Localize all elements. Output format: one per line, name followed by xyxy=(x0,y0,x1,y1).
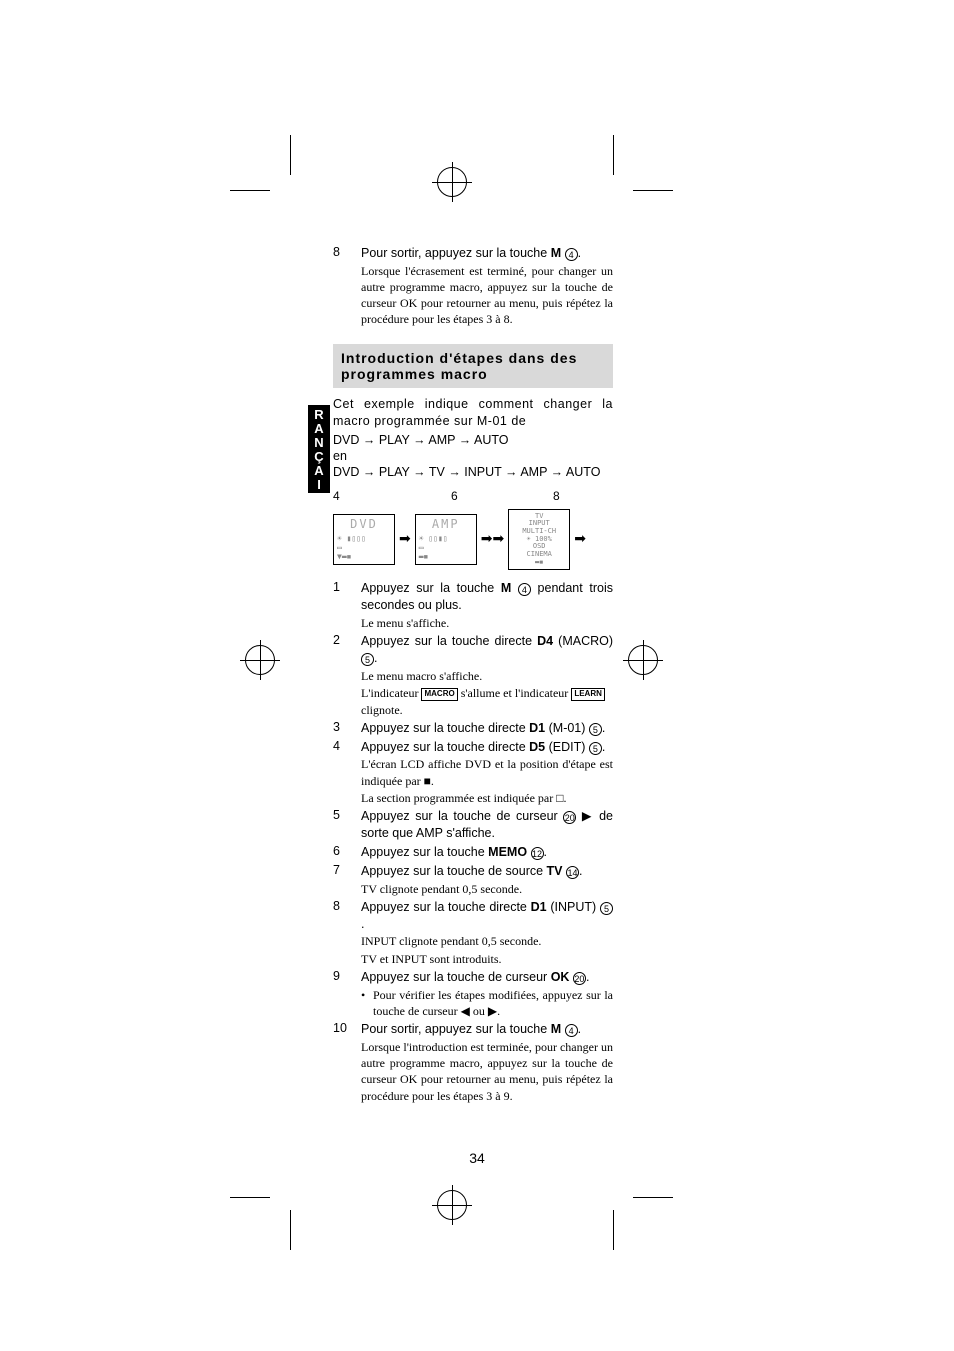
step-number: 1 xyxy=(333,580,361,631)
crop-mark xyxy=(230,1197,270,1198)
step-subtext: L'indicateur MACRO s'allume et l'indicat… xyxy=(361,685,613,717)
arrow-icon: ➡➡ xyxy=(481,531,504,548)
step-item: 2Appuyez sur la touche directe D4 (MACRO… xyxy=(333,633,613,717)
step-number: 6 xyxy=(333,844,361,861)
step-number: 2 xyxy=(333,633,361,717)
page-content: 8 Pour sortir, appuyez sur la touche M 4… xyxy=(333,245,613,1106)
step-number: 8 xyxy=(333,899,361,967)
step-item: 1Appuyez sur la touche M 4 pendant trois… xyxy=(333,580,613,631)
step-text: Appuyez sur la touche M 4 pendant trois … xyxy=(361,580,613,614)
step-text: Appuyez sur la touche directe D5 (EDIT) … xyxy=(361,739,613,756)
text: . xyxy=(578,246,581,260)
language-tab: FRANÇAIS xyxy=(308,405,330,493)
steps-list: 1Appuyez sur la touche M 4 pendant trois… xyxy=(333,580,613,1103)
step-number: 9 xyxy=(333,969,361,1019)
step-number: 10 xyxy=(333,1021,361,1104)
step-text: Appuyez sur la touche directe D4 (MACRO)… xyxy=(361,633,613,667)
crop-mark xyxy=(230,190,270,191)
step-text: Appuyez sur la touche de curseur OK 20. xyxy=(361,969,613,986)
step-number: 3 xyxy=(333,720,361,737)
lcd-label: 8 xyxy=(553,489,560,503)
lcd-line: ☀ ▯▯▮▯ xyxy=(419,535,473,544)
step-number: 5 xyxy=(333,808,361,842)
crop-mark xyxy=(452,162,453,202)
step-item: 8 Pour sortir, appuyez sur la touche M 4… xyxy=(333,245,613,328)
lcd-labels: 4 6 8 xyxy=(333,489,613,503)
crop-mark xyxy=(290,135,291,175)
lcd-title: AMP xyxy=(419,518,473,531)
crop-mark xyxy=(613,135,614,175)
intro-text: Cet exemple indique comment changer la m… xyxy=(333,396,613,431)
crop-mark xyxy=(633,190,673,191)
crop-mark xyxy=(260,640,261,680)
crop-mark xyxy=(452,1185,453,1225)
step-subtext: TV et INPUT sont introduits. xyxy=(361,951,613,967)
crop-mark xyxy=(613,1210,614,1250)
step-text: Appuyez sur la touche MEMO 12. xyxy=(361,844,613,861)
step-item: 10Pour sortir, appuyez sur la touche M 4… xyxy=(333,1021,613,1104)
step-text: Appuyez sur la touche de source TV 14. xyxy=(361,863,613,880)
step-subtext: L'écran LCD affiche DVD et la position d… xyxy=(361,756,613,788)
lcd-line: ▼▬◾ xyxy=(337,553,391,562)
lcd-line: ▬◾ xyxy=(419,553,473,562)
crop-mark xyxy=(633,1197,673,1198)
lcd-line: ▬◾ xyxy=(512,559,566,567)
step-subtext: Lorsque l'écrasement est terminé, pour c… xyxy=(361,263,613,328)
step-subtext: TV clignote pendant 0,5 seconde. xyxy=(361,881,613,897)
arrow-icon: ➡ xyxy=(399,531,411,548)
sequence-text: DVD → PLAY → AMP → AUTO xyxy=(333,433,613,447)
lcd-panel: TV INPUT MULTI-CH ☀ 100% OSD CINEMA ▬◾ xyxy=(508,509,570,571)
crop-mark xyxy=(290,1210,291,1250)
arrow-icon: ➡ xyxy=(574,531,586,548)
sequence-text: DVD → PLAY → TV → INPUT → AMP → AUTO xyxy=(333,465,613,479)
step-bullet: •Pour vérifier les étapes modifiées, app… xyxy=(361,987,613,1019)
step-item: 9Appuyez sur la touche de curseur OK 20.… xyxy=(333,969,613,1019)
step-text: Pour sortir, appuyez sur la touche M 4. xyxy=(361,245,613,262)
step-text: Appuyez sur la touche directe D1 (M-01) … xyxy=(361,720,613,737)
step-subtext: La section programmée est indiquée par □… xyxy=(361,790,613,806)
step-item: 8Appuyez sur la touche directe D1 (INPUT… xyxy=(333,899,613,967)
text: M xyxy=(551,246,561,260)
lcd-panel: DVD ☀ ▮▯▯▯ ▭ ▼▬◾ xyxy=(333,514,395,566)
step-subtext: Le menu macro s'affiche. xyxy=(361,668,613,684)
page-number: 34 xyxy=(0,1150,954,1166)
step-item: 6Appuyez sur la touche MEMO 12. xyxy=(333,844,613,861)
step-text: Appuyez sur la touche de curseur 20 ▶ de… xyxy=(361,808,613,842)
lcd-row: DVD ☀ ▮▯▯▯ ▭ ▼▬◾ ➡ AMP ☀ ▯▯▮▯ ▭ ▬◾ ➡➡ TV… xyxy=(333,509,613,571)
step-number: 4 xyxy=(333,739,361,806)
lcd-line: ☀ ▮▯▯▯ xyxy=(337,535,391,544)
step-number: 7 xyxy=(333,863,361,897)
step-item: 4Appuyez sur la touche directe D5 (EDIT)… xyxy=(333,739,613,806)
step-item: 5Appuyez sur la touche de curseur 20 ▶ d… xyxy=(333,808,613,842)
step-subtext: Lorsque l'introduction est terminée, pou… xyxy=(361,1039,613,1104)
crop-mark xyxy=(643,640,644,680)
step-item: 3Appuyez sur la touche directe D1 (M-01)… xyxy=(333,720,613,737)
step-text: Appuyez sur la touche directe D1 (INPUT)… xyxy=(361,899,613,933)
lcd-label: 6 xyxy=(451,489,483,503)
step-number: 8 xyxy=(333,245,361,328)
text: Pour sortir, appuyez sur la touche xyxy=(361,246,551,260)
lcd-panel: AMP ☀ ▯▯▮▯ ▭ ▬◾ xyxy=(415,514,477,566)
intro-text: en xyxy=(333,449,613,463)
ref-circle: 4 xyxy=(565,248,578,261)
step-item: 7Appuyez sur la touche de source TV 14.T… xyxy=(333,863,613,897)
step-subtext: Le menu s'affiche. xyxy=(361,615,613,631)
lcd-title: DVD xyxy=(337,518,391,531)
step-text: Pour sortir, appuyez sur la touche M 4. xyxy=(361,1021,613,1038)
lcd-label: 4 xyxy=(333,489,365,503)
step-subtext: INPUT clignote pendant 0,5 seconde. xyxy=(361,933,613,949)
section-heading: Introduction d'étapes dans des programme… xyxy=(333,344,613,388)
